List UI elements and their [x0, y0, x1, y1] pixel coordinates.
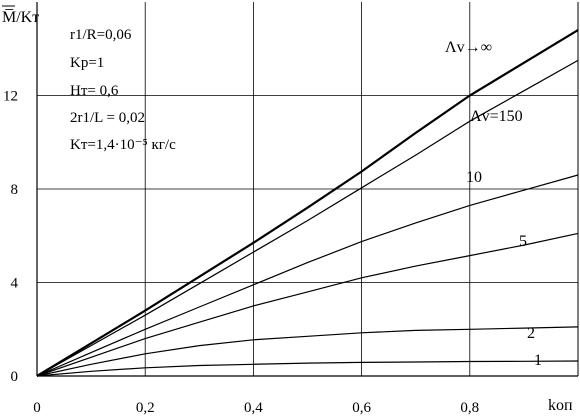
param-Ht: Hт= 0,6: [70, 83, 119, 99]
x-tick-label: 0: [33, 400, 41, 416]
curve-label-2: 2: [527, 325, 535, 342]
param-2r1-L: 2r1/L = 0,02: [70, 110, 145, 126]
series-line-5: [36, 360, 579, 377]
curve-labels: Λv→∞ Λv=150 10 5 2 1: [445, 39, 542, 369]
y-tick-label: 4: [11, 276, 19, 292]
curve-label-10: 10: [466, 169, 482, 186]
y-tick-label: 0: [11, 369, 19, 385]
series-line-4: [36, 326, 579, 377]
series-line-3: [36, 232, 579, 377]
x-tick-label: 0,8: [460, 400, 479, 416]
series-line-1: [36, 59, 579, 377]
y-tick-label: 12: [3, 89, 18, 105]
x-tick-label: 0,2: [136, 400, 155, 416]
grid: [36, 2, 579, 377]
param-Kp: Kр=1: [70, 55, 104, 71]
series-line-2: [36, 174, 579, 377]
tick-labels: 0 0,2 0,4 0,6 0,8 0 4 8 12: [3, 89, 479, 417]
param-r1-R: r1/R=0,06: [70, 27, 132, 43]
curve-label-1: 1: [534, 352, 542, 369]
curve-label-inf: Λv→∞: [445, 39, 492, 56]
x-tick-label: 0,6: [352, 400, 371, 416]
x-axis-label: kоп: [548, 397, 573, 414]
curve-label-150: Λv=150: [470, 108, 523, 125]
curve-label-5: 5: [519, 233, 527, 250]
curves: [36, 29, 579, 377]
y-tick-label: 8: [11, 182, 19, 198]
parameter-block: r1/R=0,06 Kр=1 Hт= 0,6 2r1/L = 0,02 Kт=1…: [70, 27, 176, 153]
y-axis-label: M̅/Kт: [2, 9, 39, 26]
x-tick-label: 0,4: [244, 400, 263, 416]
param-Kt: Kт=1,4·10⁻⁵ кг/с: [70, 137, 176, 153]
series-line-0: [36, 29, 579, 377]
